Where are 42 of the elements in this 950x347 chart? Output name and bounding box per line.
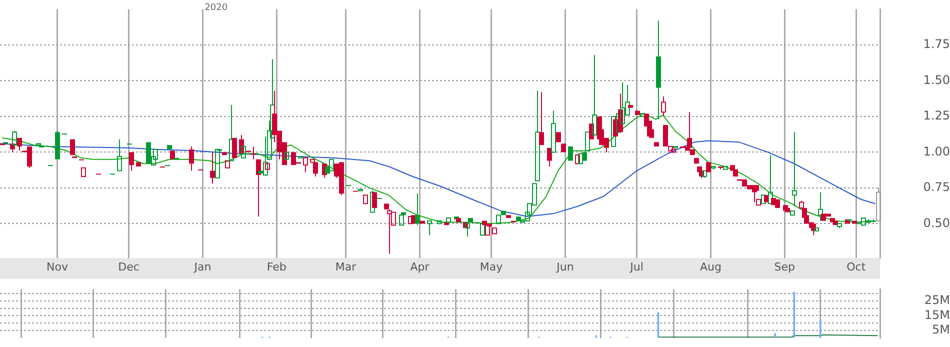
x-tick-label: Nov [46,260,68,274]
candlestick [129,152,134,172]
x-tick-label: Jun [556,260,574,274]
candlestick [539,92,544,146]
y-tick-label: 1.25 [923,108,950,123]
candlestick [768,154,773,204]
candlestick [547,148,552,167]
x-tick-label: Oct [846,260,866,274]
candlestick [718,166,723,170]
candlestick [55,130,60,160]
x-tick-label: Apr [410,260,430,274]
candlestick [427,220,432,236]
candlestick [656,20,661,120]
candlestick [551,110,556,153]
candlestick [661,96,666,117]
x-tick-label: Dec [118,260,140,274]
y-tick-label: 1.75 [923,37,950,52]
y-tick-label: 1.00 [923,144,950,158]
x-tick-label: Sep [774,260,795,274]
x-tick-label: Jan [193,260,212,274]
candlestick [303,157,308,173]
x-tick-label: May [480,260,504,274]
candlestick [313,162,318,177]
y-tick-label: 1.50 [923,72,950,87]
candlestick [17,138,22,152]
annotation: 2020 [204,2,228,13]
y-tick-label: 5M [932,322,950,337]
candlestick [592,54,597,136]
y-tick-label: 0.50 [923,216,950,230]
candlestick [792,132,797,208]
x-tick-label: Aug [700,260,722,274]
candlestick [210,152,215,184]
x-tick-label: Feb [266,260,286,274]
y-tick-label: 25M [924,293,950,308]
candlestick [189,146,194,172]
y-tick-label: 0.75 [923,180,950,194]
y-tick-label: 15M [924,308,950,322]
candlestick [251,146,256,160]
x-tick-label: Jul [629,260,644,274]
x-tick-label: Mar [335,260,357,274]
candlestick [415,193,420,226]
candlestick [117,138,122,172]
